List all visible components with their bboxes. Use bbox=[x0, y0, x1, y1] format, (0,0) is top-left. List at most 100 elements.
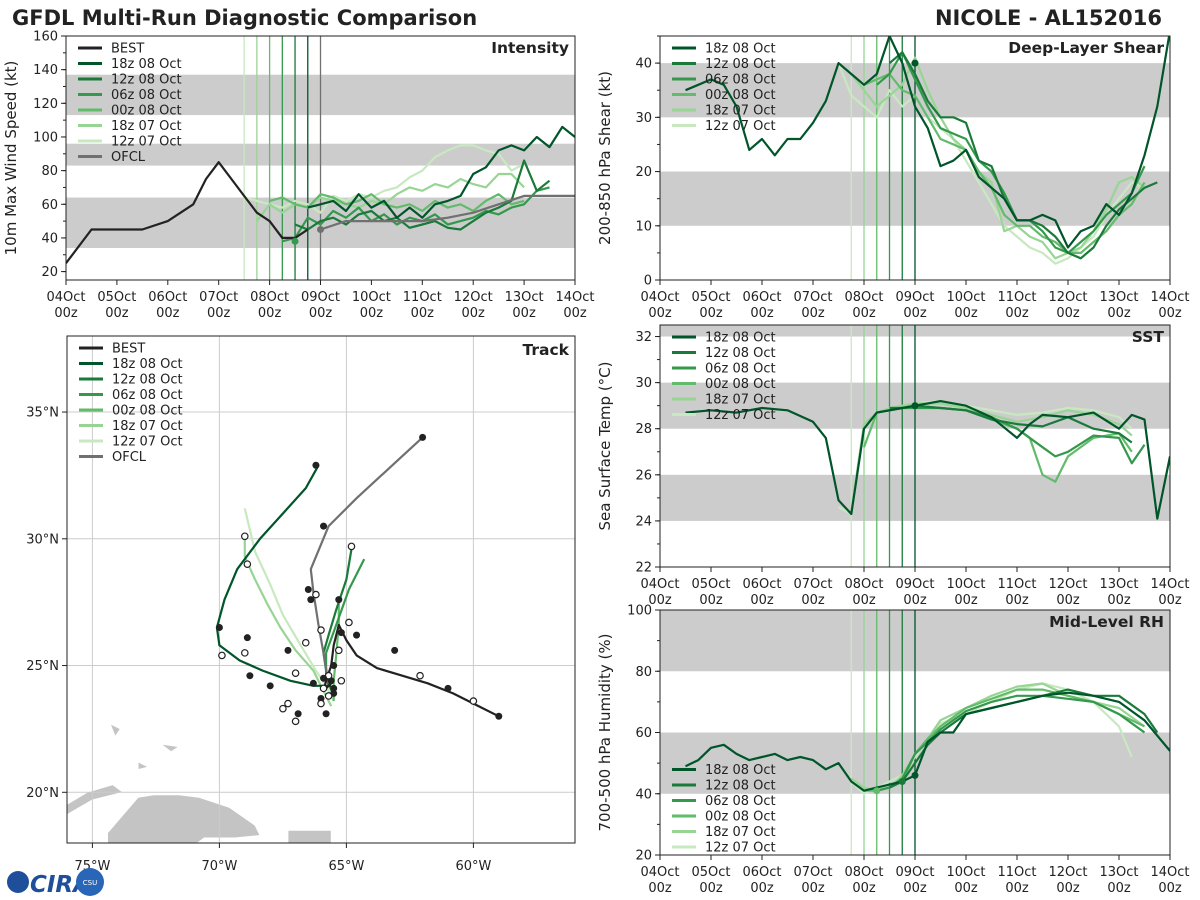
sst-legend-label-12z-08-oct: 12z 08 Oct bbox=[705, 346, 776, 361]
intensity-xtick-date: 09Oct bbox=[301, 290, 340, 305]
shear-legend-label-18z-08-oct: 18z 08 Oct bbox=[705, 42, 776, 57]
shear-ytick-label: 40 bbox=[635, 57, 652, 72]
intensity-ytick-label: 40 bbox=[41, 231, 58, 246]
track-point-open-18z-08-oct bbox=[218, 651, 226, 660]
rh-ytick-label: 60 bbox=[635, 726, 652, 741]
shear-xtick-hour: 00z bbox=[699, 306, 723, 321]
sst-panel: 22242628303204Oct00z05Oct00z06Oct00z07Oc… bbox=[596, 324, 1190, 608]
track-point-filled-ofcl bbox=[419, 433, 427, 441]
track-point-filled-18z-08-oct bbox=[215, 624, 223, 632]
rh-legend-label-12z-07-oct: 12z 07 Oct bbox=[705, 841, 776, 856]
sst-xtick-hour: 00z bbox=[750, 593, 774, 608]
intensity-ytick-label: 60 bbox=[41, 198, 58, 213]
sst-xtick-date: 09Oct bbox=[895, 577, 934, 592]
shear-xtick-hour: 00z bbox=[903, 306, 927, 321]
shear-legend-label-18z-07-oct: 18z 07 Oct bbox=[705, 104, 776, 119]
rh-marker-18z-08-oct bbox=[911, 771, 919, 779]
shear-xtick-hour: 00z bbox=[1107, 306, 1131, 321]
rh-panel: 2040608010004Oct00z05Oct00z06Oct00z07Oct… bbox=[596, 604, 1190, 897]
intensity-xtick-date: 10Oct bbox=[352, 290, 391, 305]
intensity-xtick-hour: 00z bbox=[411, 306, 435, 321]
track-point-filled-18z-08-oct bbox=[309, 679, 317, 687]
intensity-series-ofcl bbox=[320, 194, 575, 231]
intensity-series-12z-08-oct bbox=[294, 159, 551, 231]
sst-xtick-hour: 00z bbox=[852, 593, 876, 608]
sst-xtick-hour: 00z bbox=[1158, 593, 1182, 608]
intensity-xtick-hour: 00z bbox=[512, 306, 536, 321]
track-legend-label-best: BEST bbox=[112, 342, 145, 357]
shear-legend-label-12z-07-oct: 12z 07 Oct bbox=[705, 119, 776, 134]
sst-legend-label-06z-08-oct: 06z 08 Oct bbox=[705, 362, 776, 377]
track-point-filled-12z-08-oct bbox=[307, 596, 315, 604]
track-point-open-18z-08-oct bbox=[291, 717, 300, 726]
rh-xtick-date: 13Oct bbox=[1099, 865, 1138, 880]
sst-ylabel: Sea Surface Temp (°C) bbox=[596, 361, 614, 530]
sst-xtick-hour: 00z bbox=[954, 593, 978, 608]
sst-xtick-date: 10Oct bbox=[946, 577, 985, 592]
track-point-filled-18z-08-oct bbox=[312, 461, 320, 469]
track-panel: 75°W 70°W 65°W 60°W20°N25°N30°N35°NTrackBES… bbox=[26, 335, 576, 874]
sst-ytick-label: 26 bbox=[635, 468, 652, 483]
intensity-xtick-date: 12Oct bbox=[454, 290, 493, 305]
sst-ytick-label: 28 bbox=[635, 422, 652, 437]
sst-marker-18z-08-oct bbox=[911, 402, 919, 410]
rh-xtick-hour: 00z bbox=[648, 881, 672, 896]
sst-legend-label-18z-07-oct: 18z 07 Oct bbox=[705, 393, 776, 408]
sst-ytick-label: 22 bbox=[635, 561, 652, 576]
shear-xtick-hour: 00z bbox=[648, 306, 672, 321]
track-point-open-18z-07-oct bbox=[279, 704, 287, 713]
rh-xtick-date: 04Oct bbox=[640, 865, 679, 880]
shear-xtick-date: 07Oct bbox=[793, 290, 832, 305]
rh-marker-00z-08-oct bbox=[873, 787, 881, 795]
land-mass-1 bbox=[107, 794, 261, 843]
sst-xtick-date: 07Oct bbox=[793, 577, 832, 592]
track-point-open-best bbox=[469, 697, 478, 705]
shear-xtick-hour: 00z bbox=[1158, 306, 1182, 321]
track-xtick-label: 70°W bbox=[201, 859, 237, 874]
rh-xtick-date: 12Oct bbox=[1048, 865, 1087, 880]
intensity-xtick-hour: 00z bbox=[258, 306, 282, 321]
track-point-filled-best bbox=[391, 646, 399, 654]
track-point-filled-18z-07-oct bbox=[243, 634, 251, 642]
land-mass-5 bbox=[160, 743, 180, 753]
track-point-filled-18z-08-oct bbox=[294, 710, 302, 718]
shear-ylabel: 200-850 hPa Shear (kt) bbox=[596, 71, 614, 245]
shear-xtick-date: 14Oct bbox=[1150, 290, 1189, 305]
track-legend-label-ofcl: OFCL bbox=[112, 450, 147, 465]
track-frame bbox=[66, 335, 576, 844]
rh-xtick-hour: 00z bbox=[1158, 881, 1182, 896]
intensity-panel: 2040608010012014016004Oct00z05Oct00z06Oc… bbox=[2, 30, 595, 322]
rh-xtick-hour: 00z bbox=[699, 881, 723, 896]
track-legend-label-18z-08-oct: 18z 08 Oct bbox=[112, 357, 183, 372]
shear-xtick-date: 06Oct bbox=[742, 290, 781, 305]
shear-xtick-date: 09Oct bbox=[895, 290, 934, 305]
intensity-xtick-date: 11Oct bbox=[403, 290, 442, 305]
shear-xtick-date: 13Oct bbox=[1099, 290, 1138, 305]
shear-xtick-hour: 00z bbox=[1005, 306, 1029, 321]
track-ytick-label: 25°N bbox=[26, 659, 59, 674]
logo-badge-icon bbox=[76, 868, 104, 896]
rh-xtick-hour: 00z bbox=[903, 881, 927, 896]
shear-legend-label-06z-08-oct: 06z 08 Oct bbox=[705, 73, 776, 88]
rh-series-06z-08-oct bbox=[876, 694, 1146, 792]
shear-xtick-date: 10Oct bbox=[946, 290, 985, 305]
intensity-xtick-date: 06Oct bbox=[148, 290, 187, 305]
track-point-open-12z-08-oct bbox=[312, 590, 320, 599]
rh-xtick-date: 06Oct bbox=[742, 865, 781, 880]
track-point-open-06z-08-oct bbox=[324, 692, 333, 700]
sst-xtick-date: 04Oct bbox=[640, 577, 679, 592]
rh-xtick-hour: 00z bbox=[1056, 881, 1080, 896]
track-point-filled-best bbox=[353, 631, 361, 639]
sst-xtick-hour: 00z bbox=[903, 593, 927, 608]
shear-xtick-hour: 00z bbox=[801, 306, 825, 321]
track-point-filled-12z-08-oct bbox=[284, 646, 292, 654]
rh-xtick-hour: 00z bbox=[1107, 881, 1131, 896]
figure-title: GFDL Multi-Run Diagnostic Comparison bbox=[12, 6, 477, 30]
intensity-xtick-date: 04Oct bbox=[46, 290, 85, 305]
track-point-open-12z-08-oct bbox=[301, 638, 310, 647]
shear-xtick-hour: 00z bbox=[1056, 306, 1080, 321]
land-mass-3 bbox=[109, 723, 121, 738]
